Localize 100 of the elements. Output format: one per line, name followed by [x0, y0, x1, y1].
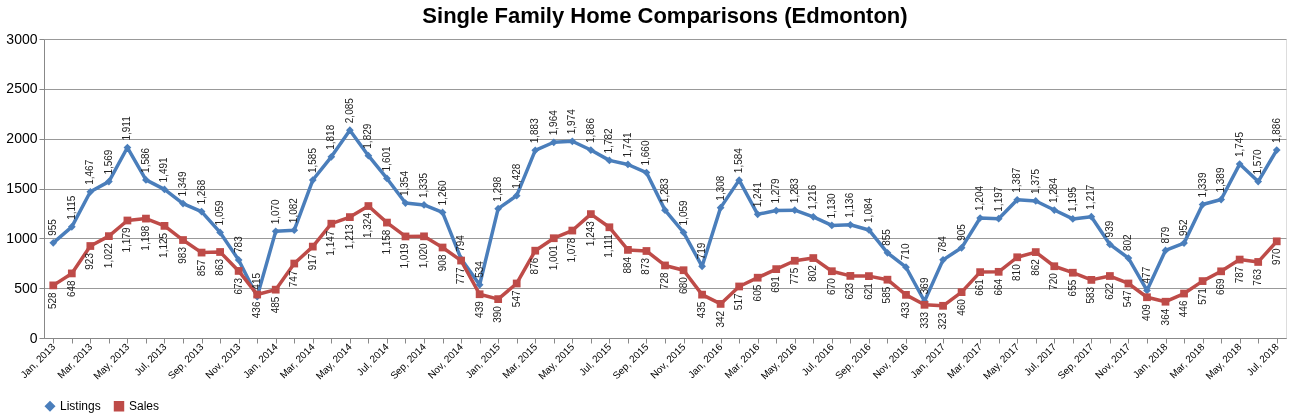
data-label: 415: [251, 272, 263, 290]
data-label: 1,115: [65, 195, 77, 220]
data-label: 1,022: [102, 242, 114, 269]
data-label: 1,298: [492, 176, 504, 202]
data-label: 784: [937, 235, 949, 253]
data-label: 1,198: [139, 225, 151, 251]
data-label: 1,660: [640, 140, 652, 166]
data-label: 485: [269, 296, 281, 314]
data-label: 2,085: [343, 97, 355, 124]
data-label: 1,601: [380, 145, 392, 172]
data-label: 436: [251, 301, 263, 319]
data-label: 691: [770, 275, 782, 293]
y-tick-label: 1500: [6, 180, 38, 196]
data-label: 1,070: [269, 198, 281, 225]
data-label: 873: [640, 257, 652, 275]
data-label: 446: [1178, 300, 1190, 318]
data-label: 1,019: [399, 243, 411, 269]
data-label: 876: [529, 257, 541, 275]
data-label: 777: [455, 267, 467, 285]
data-label: 862: [1029, 258, 1041, 276]
legend-label: Listings: [60, 399, 101, 414]
y-tick-label: 2500: [6, 80, 38, 97]
data-label: 333: [918, 311, 930, 329]
data-label: 1,001: [547, 244, 559, 271]
data-label: 1,130: [825, 192, 837, 219]
data-label: 1,204: [974, 185, 986, 211]
data-label: 534: [473, 260, 485, 278]
data-label: 390: [492, 305, 504, 323]
data-label: 1,569: [102, 149, 114, 175]
data-label: 1,279: [770, 178, 782, 204]
data-label: 855: [881, 228, 893, 246]
y-tick-label: 3000: [6, 30, 38, 47]
data-label: 1,387: [1011, 167, 1023, 193]
data-label: 583: [1085, 286, 1097, 304]
data-label: 1,818: [325, 124, 337, 150]
data-label: 1,111: [603, 233, 615, 258]
data-label: 369: [918, 277, 930, 295]
data-label: 763: [1252, 268, 1264, 286]
data-label: 917: [306, 253, 318, 271]
data-label: 879: [1159, 226, 1171, 244]
data-label: 1,586: [139, 147, 151, 173]
data-label: 939: [1103, 220, 1115, 238]
data-label: 1,339: [1196, 172, 1208, 198]
data-label: 585: [881, 286, 893, 304]
data-label: 661: [974, 278, 986, 296]
data-label: 728: [659, 272, 670, 290]
data-label: 1,213: [343, 223, 355, 250]
data-label: 1,284: [1048, 177, 1060, 204]
data-label: 1,467: [84, 159, 96, 185]
data-label: 1,964: [547, 109, 559, 136]
data-label: 1,308: [714, 175, 726, 201]
data-label: 884: [621, 256, 633, 274]
data-label: 810: [1011, 263, 1023, 281]
data-label: 433: [899, 301, 911, 319]
data-label: 680: [677, 276, 689, 294]
data-label: 547: [510, 290, 522, 308]
legend-label: Sales: [129, 399, 160, 414]
data-label: 605: [751, 284, 763, 302]
y-tick-label: 500: [14, 279, 38, 296]
data-label: 623: [844, 282, 856, 300]
data-label: 1,179: [121, 227, 133, 253]
data-label: 908: [436, 254, 448, 272]
data-label: 720: [1048, 272, 1060, 290]
data-label: 1,584: [733, 147, 745, 174]
data-label: 1,829: [362, 123, 374, 149]
data-label: 342: [714, 310, 726, 328]
data-label: 775: [788, 267, 800, 285]
data-label: 1,059: [677, 199, 689, 226]
data-label: 747: [288, 270, 300, 288]
data-label: 1,020: [418, 242, 430, 269]
y-tick-label: 2000: [6, 130, 38, 147]
data-label: 1,349: [177, 171, 189, 197]
data-label: 1,886: [1270, 117, 1282, 144]
data-label: 517: [733, 293, 745, 311]
data-label: 528: [47, 291, 59, 310]
data-label: 435: [696, 301, 708, 319]
data-label: 477: [1140, 266, 1152, 284]
data-label: 1,059: [214, 199, 226, 226]
data-label: 1,782: [603, 127, 615, 154]
data-label: 670: [825, 277, 837, 295]
data-label: 1,911: [121, 115, 133, 141]
data-label: 1,375: [1029, 168, 1041, 194]
data-label: 1,241: [751, 181, 763, 208]
data-label: 323: [937, 312, 949, 330]
data-label: 621: [862, 282, 874, 300]
data-label: 857: [195, 259, 207, 277]
data-label: 952: [1178, 218, 1190, 237]
data-label: 1,260: [436, 179, 448, 206]
data-label: 983: [177, 246, 189, 264]
data-label: 970: [1270, 247, 1282, 266]
data-label: 1,268: [195, 179, 207, 205]
data-label: 1,354: [399, 170, 411, 197]
data-label: 1,491: [158, 156, 170, 183]
data-label: 1,217: [1085, 184, 1097, 210]
data-label: 1,243: [584, 220, 596, 247]
data-label: 863: [214, 258, 226, 276]
data-label: 1,195: [1066, 186, 1078, 212]
y-tick-label: 1000: [6, 229, 38, 246]
data-label: 787: [1233, 266, 1245, 284]
data-label: 1,974: [566, 108, 578, 135]
